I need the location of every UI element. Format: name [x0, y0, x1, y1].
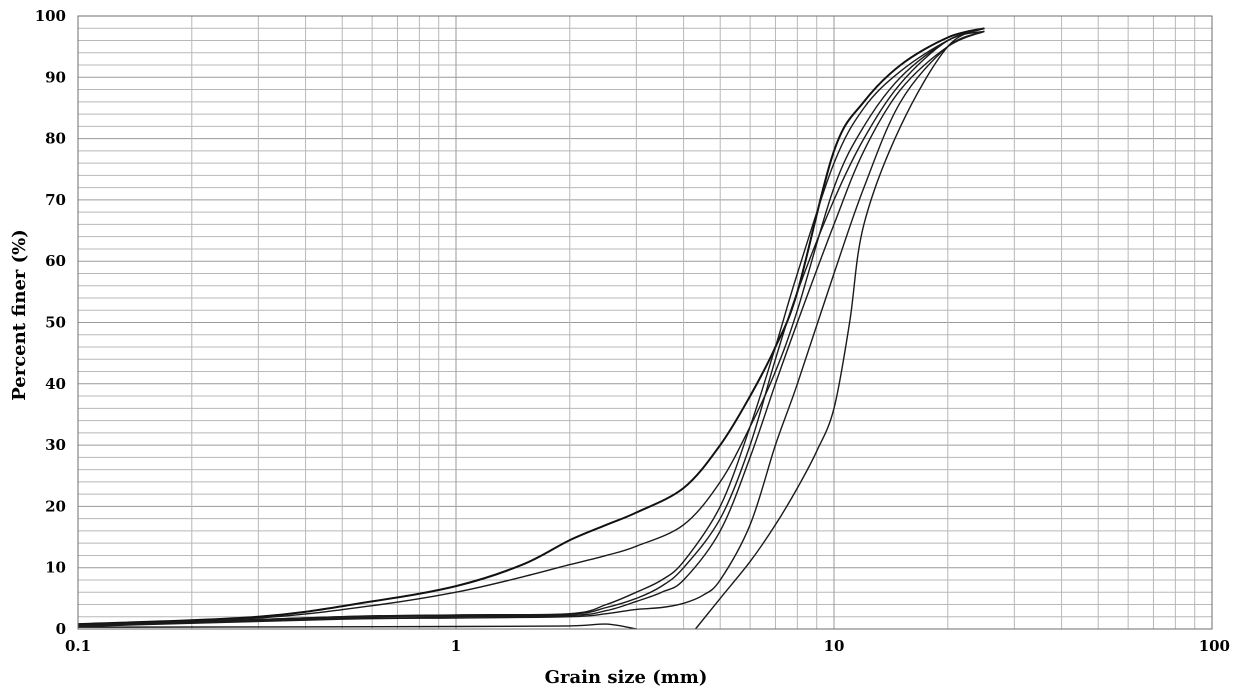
y-tick-label: 70	[45, 191, 66, 209]
y-tick-label: 0	[56, 620, 66, 638]
y-tick-label: 90	[45, 68, 66, 86]
y-tick-label: 40	[45, 375, 66, 393]
x-tick-label: 100	[1199, 637, 1230, 655]
series-line	[77, 623, 637, 630]
y-tick-label: 20	[45, 497, 66, 515]
y-tick-label: 60	[45, 252, 66, 270]
x-axis-title: Grain size (mm)	[545, 667, 708, 688]
x-tick-label: 0.1	[65, 637, 91, 655]
series-line	[77, 30, 985, 627]
x-tick-label: 10	[824, 637, 845, 655]
y-tick-label: 100	[35, 7, 66, 25]
series-line	[77, 30, 985, 627]
curves	[77, 27, 985, 630]
y-tick-label: 80	[45, 130, 66, 148]
plot-frame	[77, 15, 1213, 630]
series-line	[77, 30, 985, 628]
y-axis-title: Percent finer (%)	[9, 229, 30, 401]
grid	[77, 15, 1212, 630]
y-tick-label: 10	[45, 559, 66, 577]
y-tick-label: 50	[45, 314, 66, 332]
series-line	[77, 27, 985, 626]
series-line	[77, 27, 985, 626]
y-tick-labels: 0 10 20 30 40 50 60 70 80 90 100	[35, 7, 66, 638]
y-tick-label: 30	[45, 436, 66, 454]
x-tick-labels: 0.1 1 10 100	[65, 637, 1230, 655]
series-line	[694, 27, 985, 630]
x-tick-label: 1	[451, 637, 461, 655]
